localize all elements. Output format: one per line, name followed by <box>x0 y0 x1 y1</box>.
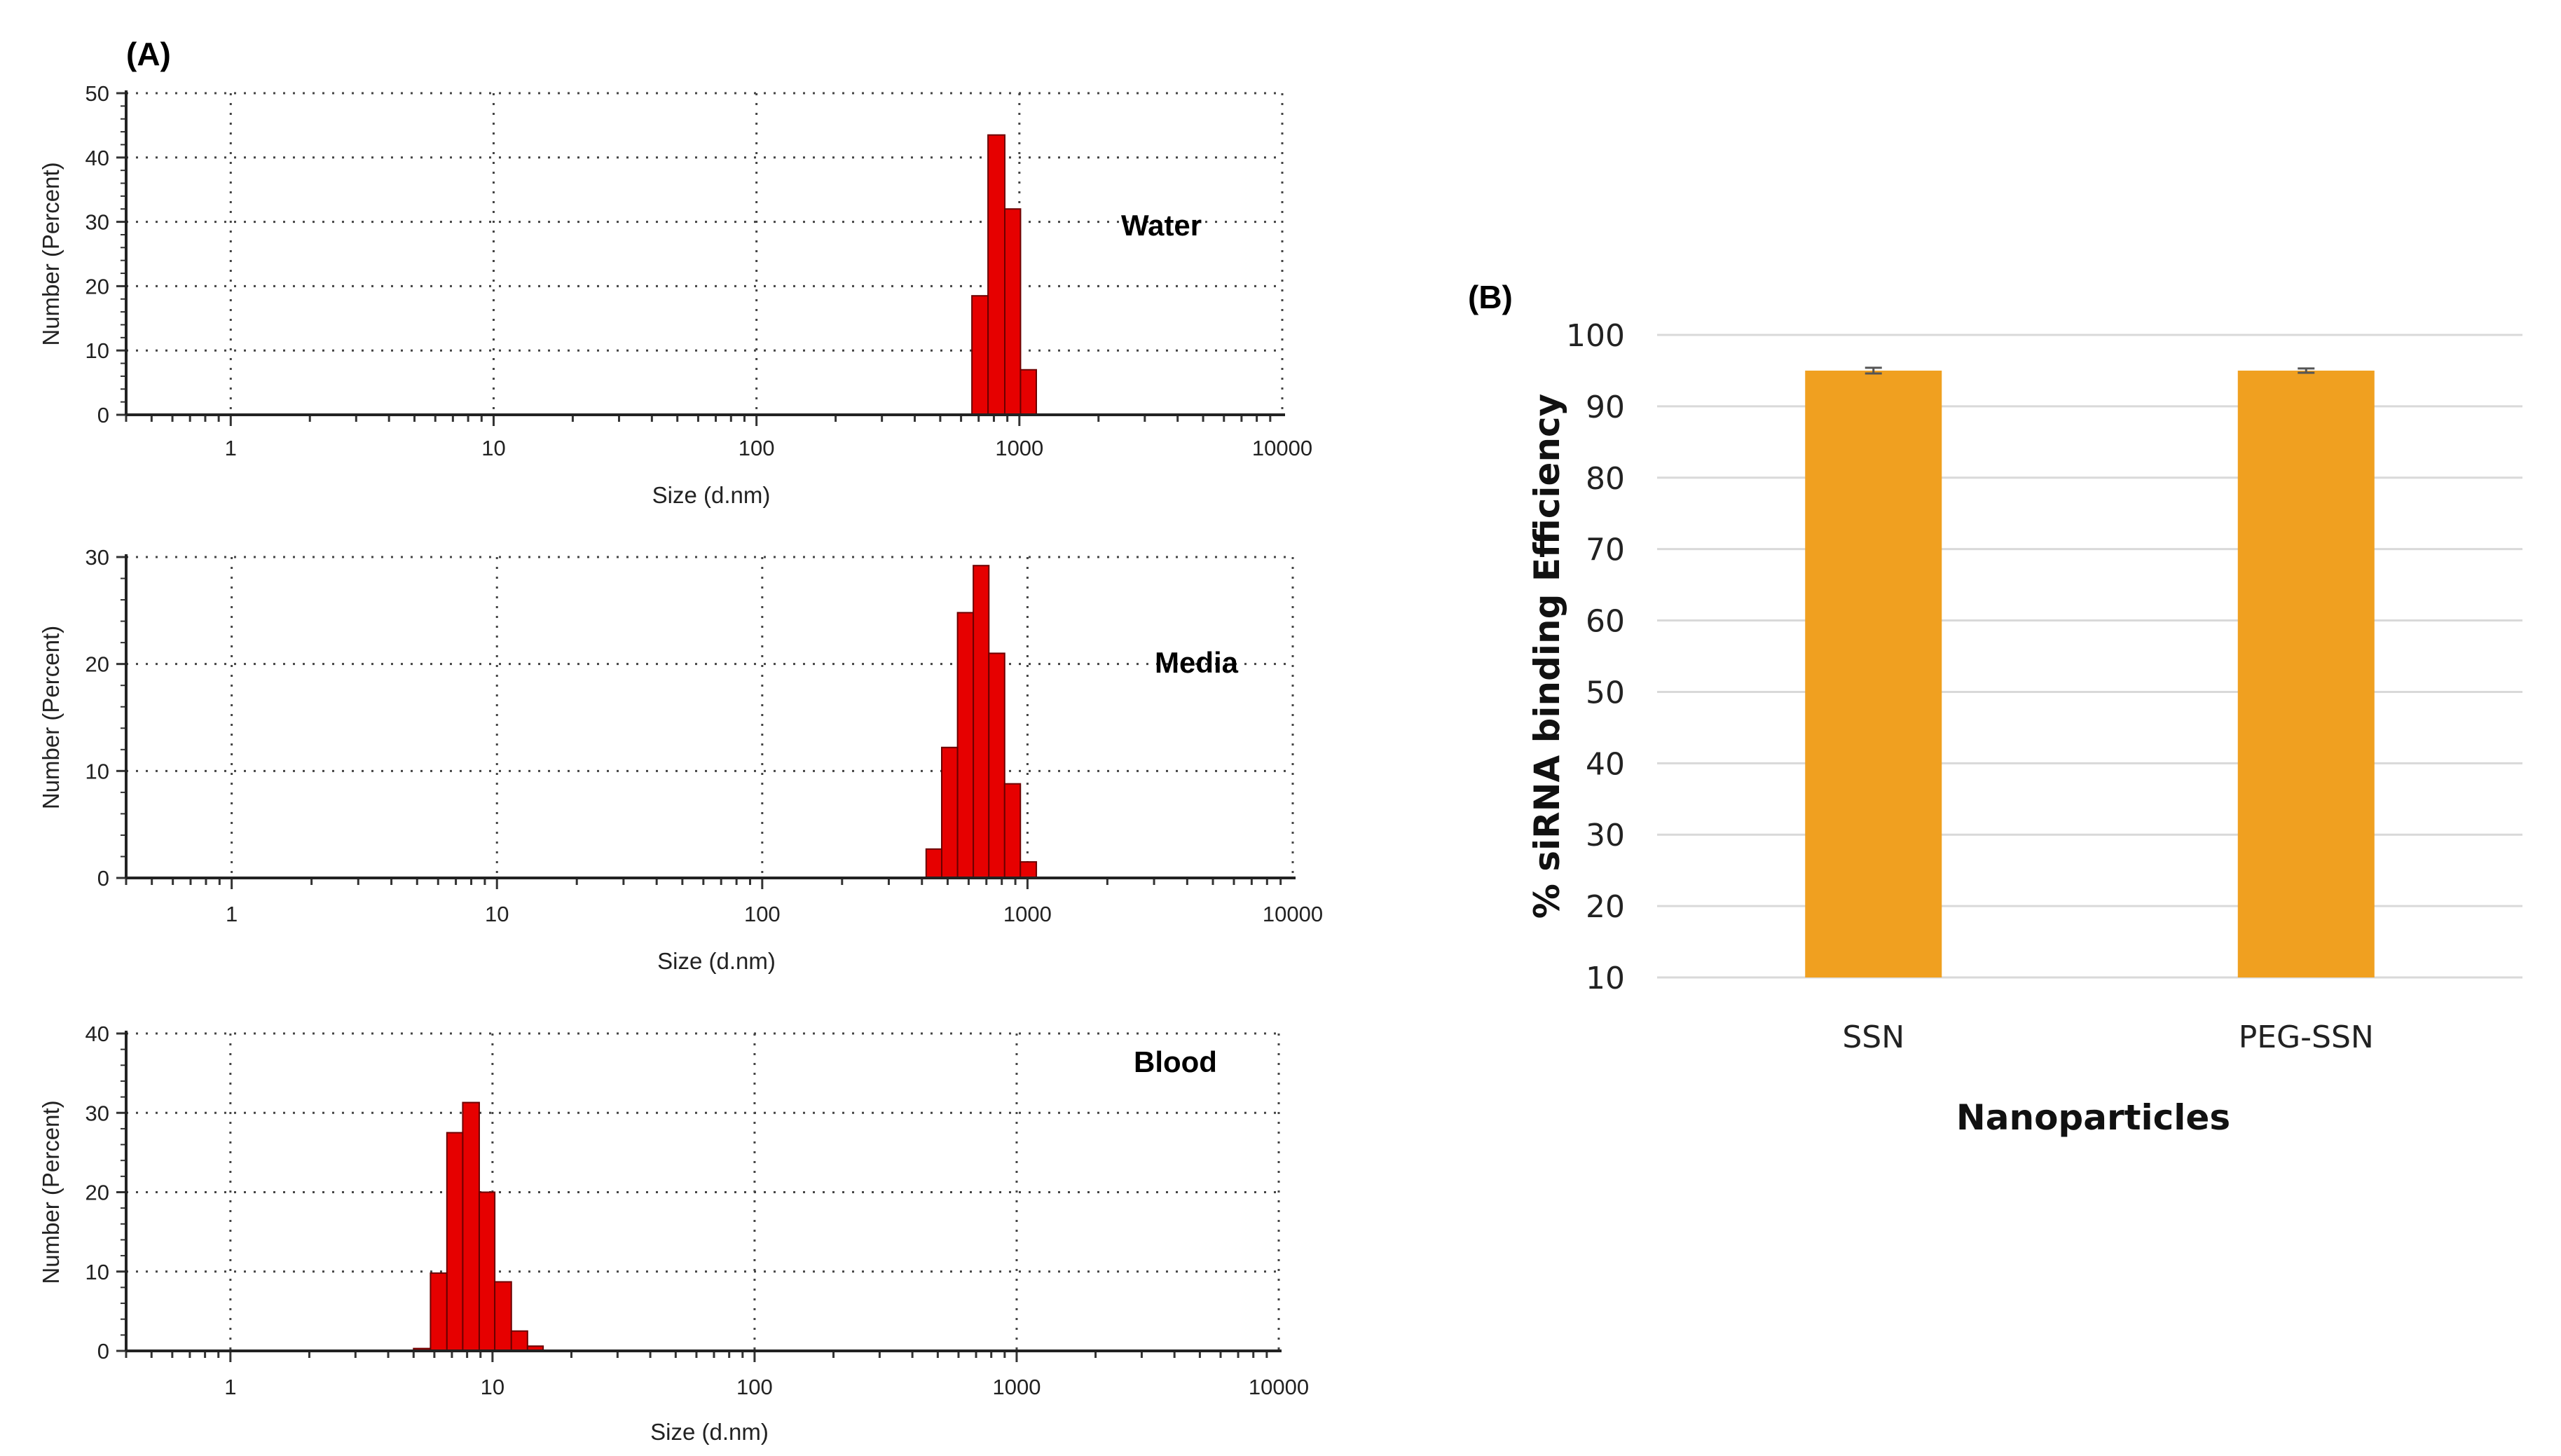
x-tick-label: 1000 <box>1003 902 1052 926</box>
y-tick-label: 40 <box>85 146 109 170</box>
histogram-bin <box>446 1132 464 1352</box>
histogram-bin <box>1003 208 1022 415</box>
panel-a-label: (A) <box>126 36 171 72</box>
y-tick-label: 10 <box>85 338 109 363</box>
x-axis-title: Nanoparticles <box>1956 1097 2230 1138</box>
x-axis-title: Size (d.nm) <box>650 1419 769 1445</box>
y-tick-label: 20 <box>85 652 109 677</box>
y-tick-label: 40 <box>1586 746 1625 782</box>
histogram-bin <box>1019 369 1038 415</box>
y-tick-label: 10 <box>85 759 109 783</box>
x-tick-label: 100 <box>736 1375 773 1399</box>
y-tick-label: 40 <box>85 1022 109 1046</box>
x-axis-title: Size (d.nm) <box>652 482 771 508</box>
x-tick-label: 10000 <box>1263 902 1323 926</box>
y-tick-label: 10 <box>1586 961 1625 996</box>
x-tick-label: 1 <box>224 1375 236 1399</box>
y-tick-label: 100 <box>1566 318 1625 354</box>
y-axis-title: % siRNA binding Efficiency <box>1527 394 1567 919</box>
panel-b-label: (B) <box>1468 279 1513 315</box>
y-tick-label: 0 <box>97 866 109 891</box>
histogram-bin <box>494 1281 512 1352</box>
y-tick-label: 10 <box>85 1260 109 1284</box>
bar <box>1805 370 1942 977</box>
y-tick-label: 30 <box>85 1101 109 1125</box>
y-tick-label: 0 <box>97 1339 109 1364</box>
x-tick-label: 1 <box>226 902 238 926</box>
histogram-bin <box>956 612 975 879</box>
blood-histogram: 0 10 20 30 40 1 10 100 1000 10000 Size (d.nm) Numbe… <box>38 1022 1309 1445</box>
x-tick-label: 10 <box>485 902 509 926</box>
bar <box>2237 370 2375 977</box>
histogram-bin <box>430 1272 448 1352</box>
series-label: Blood <box>1134 1045 1217 1078</box>
y-axis-title: Number (Percent) <box>38 162 64 345</box>
binding-efficiency-chart: 10 20 30 40 50 60 70 80 90 100 SSN PEG-SSN Nanoparti… <box>1527 318 2522 1138</box>
y-tick-label: 20 <box>85 1181 109 1205</box>
y-tick-label: 30 <box>1586 818 1625 853</box>
x-tick-label: 1000 <box>992 1375 1041 1399</box>
histogram-bin <box>971 295 989 416</box>
category-label: PEG-SSN <box>2239 1019 2374 1055</box>
y-tick-label: 30 <box>85 210 109 235</box>
y-tick-label: 50 <box>85 81 109 106</box>
y-tick-label: 50 <box>1586 675 1625 710</box>
x-tick-label: 10000 <box>1249 1375 1309 1399</box>
histogram-bin <box>941 746 959 879</box>
x-tick-label: 10 <box>481 436 505 460</box>
histogram-bin <box>1003 783 1022 879</box>
y-axis-title: Number (Percent) <box>38 1100 64 1284</box>
histogram-bin <box>987 134 1005 415</box>
x-tick-label: 100 <box>739 436 775 460</box>
y-tick-label: 20 <box>1586 889 1625 925</box>
y-tick-label: 90 <box>1586 390 1625 425</box>
histogram-bin <box>988 652 1005 879</box>
x-tick-label: 10000 <box>1252 436 1312 460</box>
histogram-bin <box>462 1101 480 1352</box>
histogram-bin <box>1019 861 1038 879</box>
water-histogram: 0 10 20 30 40 50 1 10 100 1000 10000 Size (d.nm) Num… <box>38 81 1312 508</box>
y-axis-title: Number (Percent) <box>38 626 64 809</box>
histogram-bin <box>973 565 990 879</box>
x-tick-label: 1 <box>225 436 237 460</box>
x-tick-label: 100 <box>744 902 781 926</box>
x-tick-label: 10 <box>481 1375 504 1399</box>
series-label: Media <box>1155 646 1239 679</box>
series-label: Water <box>1121 209 1202 242</box>
y-tick-label: 20 <box>85 274 109 298</box>
histogram-bin <box>925 848 943 879</box>
media-histogram: 0 10 20 30 1 10 100 1000 10000 Size (d.nm) Number … <box>38 545 1323 974</box>
y-tick-label: 70 <box>1586 533 1625 568</box>
y-tick-label: 30 <box>85 545 109 570</box>
x-axis-title: Size (d.nm) <box>657 948 776 974</box>
y-tick-label: 60 <box>1586 604 1625 640</box>
histogram-bin <box>510 1330 528 1352</box>
x-tick-label: 1000 <box>995 436 1043 460</box>
y-tick-label: 80 <box>1586 461 1625 497</box>
y-tick-label: 0 <box>97 403 109 427</box>
histogram-bin <box>478 1191 496 1352</box>
category-label: SSN <box>1842 1019 1904 1055</box>
